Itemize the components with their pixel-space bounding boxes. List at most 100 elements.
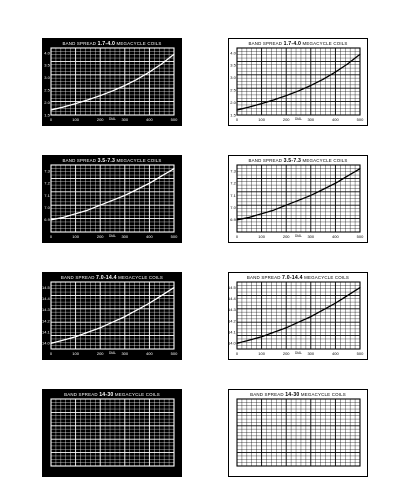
y-tick-label: 14.4 <box>42 296 51 301</box>
chart-dark-7-0-14-4: BAND SPREAD 7.0-14.4 MEGACYCLE COILS 0 100… <box>42 272 182 360</box>
y-tick-label: 14.2 <box>42 318 51 323</box>
y-tick-label: 14.5 <box>228 285 237 290</box>
y-tick-label: 6.9 <box>44 217 50 222</box>
chart-header: BAND SPREAD 14-30 MEGACYCLE COILS <box>64 392 160 398</box>
x-tick-label: 100 <box>72 234 79 239</box>
x-tick-label: 300 <box>121 234 128 239</box>
chart-header: BAND SPREAD 1.7-4.0 MEGACYCLE COILS <box>248 41 347 47</box>
grid <box>236 47 361 116</box>
y-tick-label: 4.0 <box>230 50 236 55</box>
series-line <box>236 167 361 221</box>
chart-dark-3-5-7-3: BAND SPREAD 3.5-7.3 MEGACYCLE COILS 0 100 2… <box>42 155 182 243</box>
y-tick-label: 2.5 <box>44 87 50 92</box>
x-tick-label: 400 <box>146 351 153 356</box>
y-tick-label: 3.5 <box>44 63 50 68</box>
y-tick-label: 7.1 <box>44 193 50 198</box>
x-tick-label: 400 <box>332 351 339 356</box>
x-tick-label: 400 <box>146 234 153 239</box>
chart-light-7-0-14-4: BAND SPREAD 7.0-14.4 MEGACYCLE COILS 0 100… <box>228 272 368 360</box>
x-tick-label: 200 <box>97 234 104 239</box>
x-tick-label: 200 <box>283 234 290 239</box>
x-tick-label: 500 <box>171 351 178 356</box>
y-tick-label: 14.2 <box>228 318 237 323</box>
x-tick-label: 500 <box>357 117 364 122</box>
x-tick-label: 200 <box>283 117 290 122</box>
header-megacycle-coils: MEGACYCLE COILS <box>300 392 346 397</box>
x-tick-label: 0 <box>50 234 53 239</box>
y-tick-label: 3.5 <box>230 63 236 68</box>
chart-header: BAND SPREAD 3.5-7.3 MEGACYCLE COILS <box>62 158 161 164</box>
y-tick-label: 14.1 <box>228 330 237 335</box>
y-tick-label: 7.3 <box>44 168 50 173</box>
plot-border <box>236 47 361 116</box>
x-axis-label: DIAL <box>109 351 116 355</box>
y-tick-label: 2.0 <box>44 100 50 105</box>
header-range: 14-30 <box>285 392 299 398</box>
chart-header: BAND SPREAD 3.5-7.3 MEGACYCLE COILS <box>248 158 347 164</box>
series-line <box>236 286 361 345</box>
x-tick-label: 100 <box>72 117 79 122</box>
chart-light-1-7-4-0: BAND SPREAD 1.7-4.0 MEGACYCLE COILS 0 100 2… <box>228 38 368 126</box>
x-tick-label: 0 <box>236 234 239 239</box>
header-band-spread: BAND SPREAD <box>248 158 283 163</box>
series-line <box>50 53 175 111</box>
header-band-spread: BAND SPREAD <box>247 275 282 280</box>
chart-dark-1-7-4-0: BAND SPREAD 1.7-4.0 MEGACYCLE COILS 0 100 2… <box>42 38 182 126</box>
y-tick-label: 14.4 <box>228 296 237 301</box>
y-tick-label: 14.3 <box>42 307 51 312</box>
x-axis-label: DIAL <box>109 234 116 238</box>
x-tick-label: 100 <box>258 351 265 356</box>
header-megacycle-coils: MEGACYCLE COILS <box>303 275 349 280</box>
x-tick-label: 300 <box>307 351 314 356</box>
header-band-spread: BAND SPREAD <box>61 275 96 280</box>
x-tick-label: 0 <box>50 351 53 356</box>
grid <box>236 398 361 467</box>
header-megacycle-coils: MEGACYCLE COILS <box>115 41 161 46</box>
x-axis-label: DIAL <box>295 351 302 355</box>
header-range: 1.7-4.0 <box>98 41 116 47</box>
x-tick-label: 300 <box>307 234 314 239</box>
series-line <box>236 53 361 111</box>
x-tick-label: 400 <box>146 117 153 122</box>
y-tick-label: 14.3 <box>228 307 237 312</box>
header-range: 1.7-4.0 <box>284 41 302 47</box>
y-tick-label: 7.2 <box>230 181 236 186</box>
header-band-spread: BAND SPREAD <box>248 41 283 46</box>
x-tick-label: 0 <box>236 117 239 122</box>
y-tick-label: 7.1 <box>230 193 236 198</box>
x-tick-label: 300 <box>307 117 314 122</box>
y-tick-label: 6.9 <box>230 217 236 222</box>
y-tick-label: 14.5 <box>42 285 51 290</box>
y-tick-label: 7.2 <box>44 181 50 186</box>
y-tick-label: 2.0 <box>230 100 236 105</box>
y-tick-label: 14.0 <box>228 341 237 346</box>
header-band-spread: BAND SPREAD <box>62 158 97 163</box>
chart-header: BAND SPREAD 1.7-4.0 MEGACYCLE COILS <box>62 41 161 47</box>
chart-header: BAND SPREAD 14-30 MEGACYCLE COILS <box>250 392 346 398</box>
plot-border <box>50 281 175 350</box>
grid <box>50 164 175 233</box>
header-range: 14-30 <box>99 392 113 398</box>
x-tick-label: 0 <box>236 351 239 356</box>
y-tick-label: 7.0 <box>230 205 236 210</box>
y-tick-label: 14.0 <box>42 341 51 346</box>
header-megacycle-coils: MEGACYCLE COILS <box>117 275 163 280</box>
x-tick-label: 400 <box>332 234 339 239</box>
series-line <box>50 167 175 221</box>
x-tick-label: 400 <box>332 117 339 122</box>
x-tick-label: 100 <box>258 117 265 122</box>
plot-border <box>236 281 361 350</box>
header-band-spread: BAND SPREAD <box>250 392 285 397</box>
x-tick-label: 300 <box>121 117 128 122</box>
x-tick-label: 500 <box>171 234 178 239</box>
plot-border <box>50 164 175 233</box>
header-range: 3.5-7.3 <box>98 158 116 164</box>
x-axis-label: DIAL <box>295 117 302 121</box>
chart-dark-14-30: BAND SPREAD 14-30 MEGACYCLE COILS <box>42 389 182 477</box>
chart-light-14-30: BAND SPREAD 14-30 MEGACYCLE COILS <box>228 389 368 477</box>
y-tick-label: 1.5 <box>230 112 236 117</box>
chart-light-3-5-7-3: BAND SPREAD 3.5-7.3 MEGACYCLE COILS 0 100 2… <box>228 155 368 243</box>
x-tick-label: 100 <box>72 351 79 356</box>
x-tick-label: 500 <box>357 351 364 356</box>
y-tick-label: 7.3 <box>230 168 236 173</box>
